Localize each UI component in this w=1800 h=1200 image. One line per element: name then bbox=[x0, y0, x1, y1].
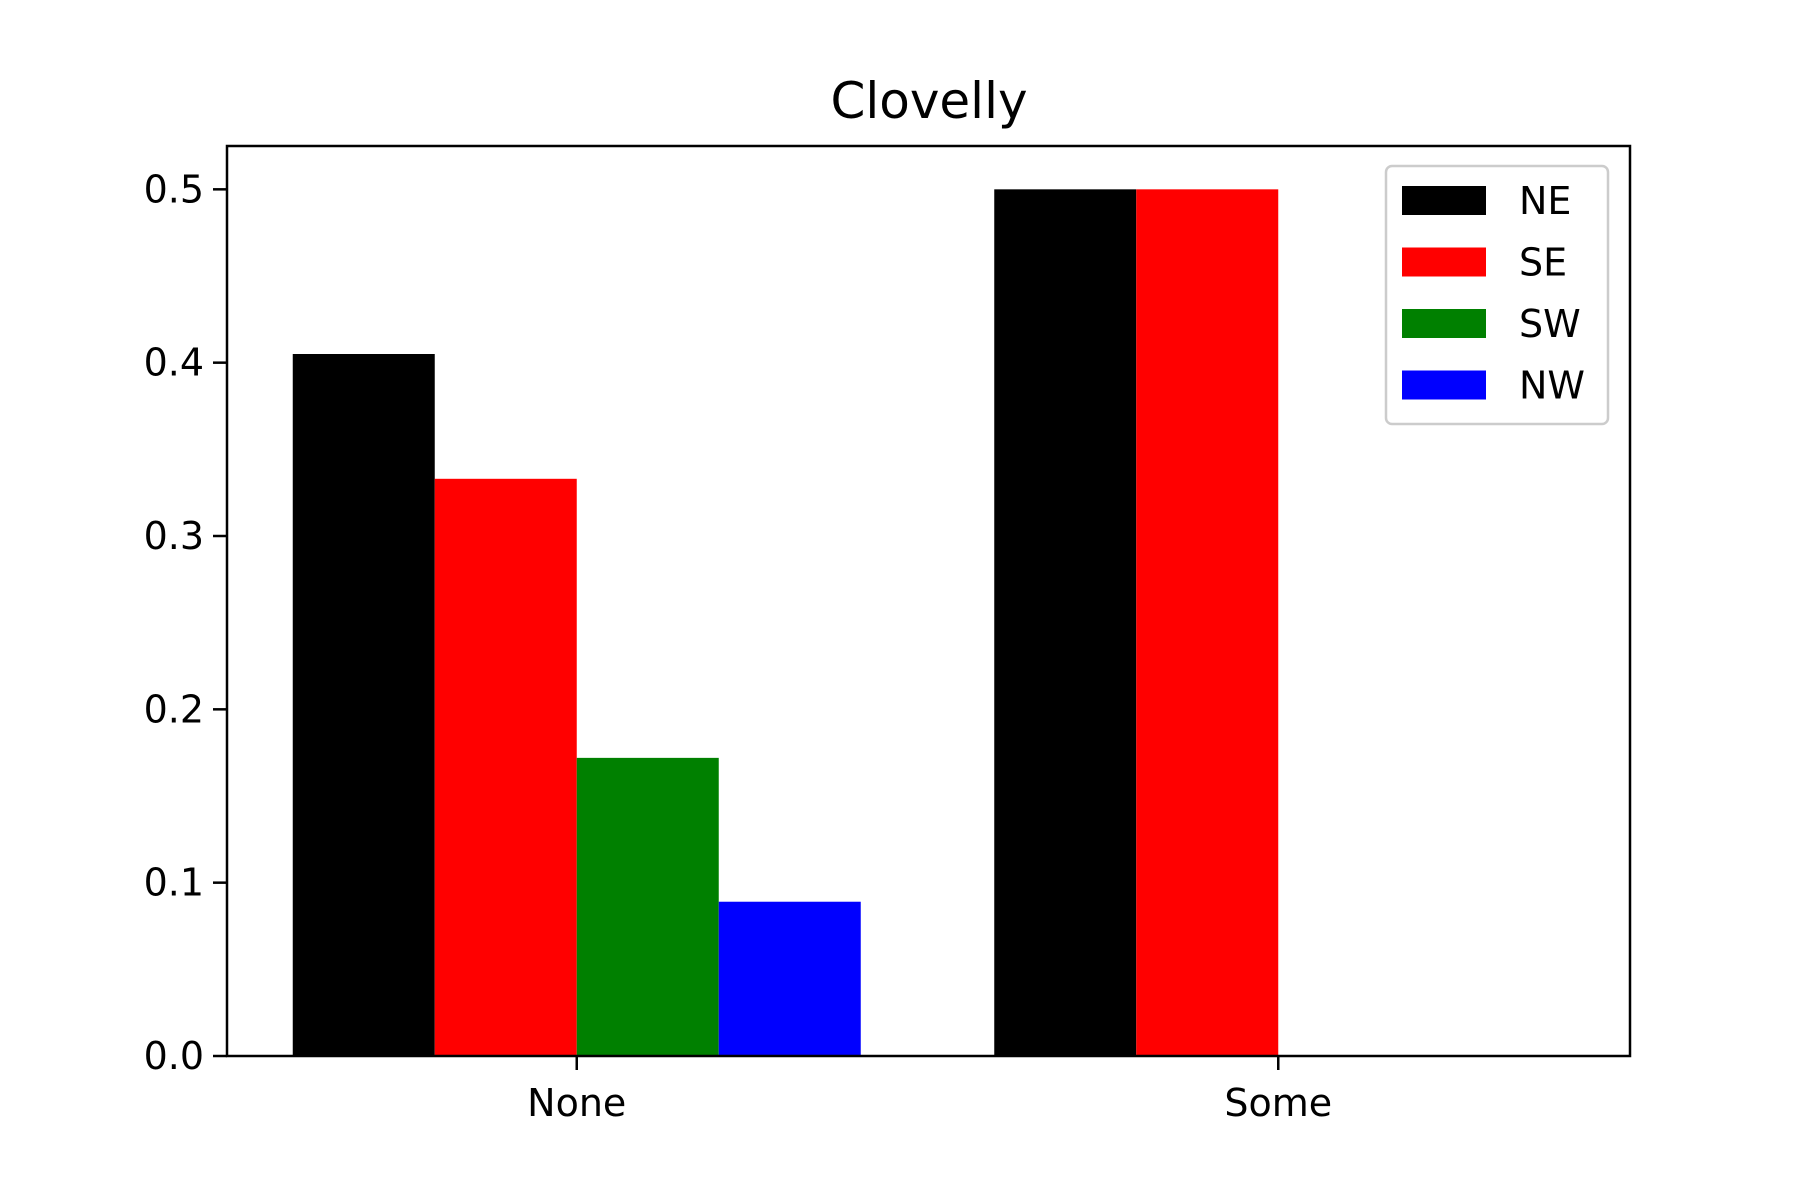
y-axis: 0.0 0.1 0.2 0.3 0.4 0.5 bbox=[144, 167, 227, 1078]
legend-label-sw: SW bbox=[1519, 302, 1581, 346]
legend-label-nw: NW bbox=[1519, 364, 1585, 408]
bar-none-ne bbox=[292, 354, 435, 1056]
y-tick-label: 0.0 bbox=[144, 1034, 204, 1078]
bar-none-sw bbox=[576, 757, 719, 1056]
bars-layer bbox=[292, 189, 1279, 1057]
bar-some-ne bbox=[994, 189, 1137, 1057]
y-tick-label: 0.2 bbox=[144, 687, 204, 731]
y-tick-label: 0.3 bbox=[144, 514, 204, 558]
y-tick-label: 0.4 bbox=[144, 341, 204, 385]
x-tick-label-some: Some bbox=[1224, 1081, 1332, 1125]
legend-swatch-sw bbox=[1402, 309, 1486, 338]
legend: NE SE SW NW bbox=[1384, 164, 1610, 426]
legend-box bbox=[1384, 164, 1610, 426]
x-tick-label-none: None bbox=[527, 1081, 626, 1125]
legend-label-se: SE bbox=[1519, 241, 1567, 285]
bar-none-nw bbox=[718, 901, 861, 1056]
legend-swatch-nw bbox=[1402, 370, 1486, 400]
x-axis: None Some bbox=[527, 1056, 1332, 1125]
legend-label-ne: NE bbox=[1519, 179, 1571, 223]
legend-swatch-ne bbox=[1402, 186, 1486, 215]
plot-area-frame bbox=[225, 144, 1632, 1058]
y-tick-label: 0.1 bbox=[144, 861, 204, 905]
bar-some-se bbox=[1136, 189, 1279, 1057]
chart-title: Clovelly bbox=[830, 72, 1027, 130]
y-tick-label: 0.5 bbox=[144, 167, 204, 211]
legend-swatch-se bbox=[1402, 247, 1486, 277]
bar-none-se bbox=[434, 478, 577, 1056]
